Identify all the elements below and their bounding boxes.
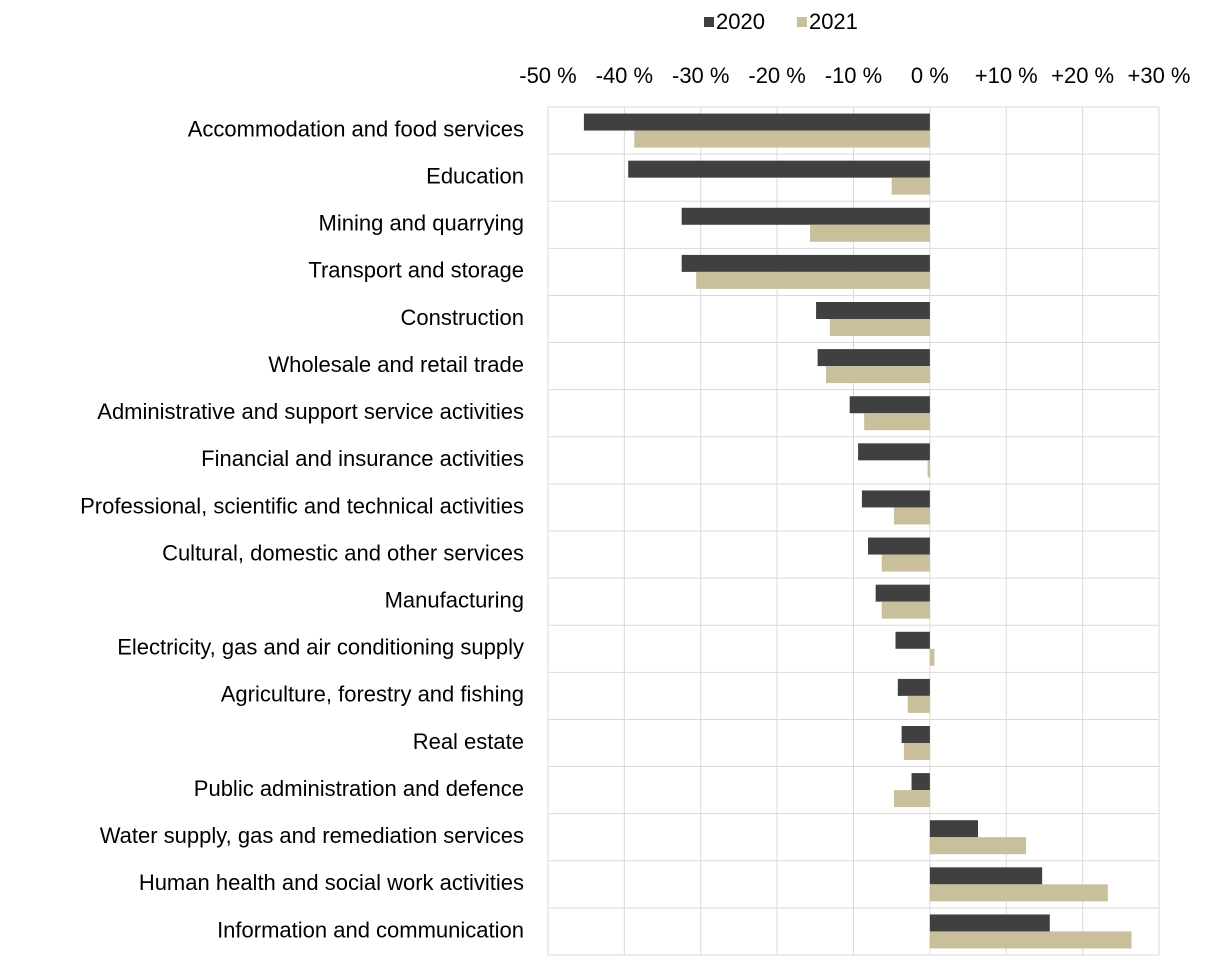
x-tick-label: -40 % <box>596 63 653 88</box>
bar <box>868 537 930 555</box>
bar <box>696 271 930 289</box>
bar <box>881 554 930 572</box>
x-tick-label: +30 % <box>1128 63 1191 88</box>
bar <box>861 490 930 508</box>
bar <box>826 366 930 384</box>
x-tick-label: -20 % <box>748 63 805 88</box>
bar <box>893 507 930 525</box>
y-tick-label: Education <box>426 163 524 188</box>
legend-label: 2020 <box>716 9 765 34</box>
y-tick-label: Information and communication <box>217 917 524 942</box>
bar <box>583 113 930 131</box>
bar <box>849 396 930 414</box>
y-tick-label: Mining and quarrying <box>319 211 524 236</box>
legend-swatch <box>796 17 807 27</box>
x-tick-label: -30 % <box>672 63 729 88</box>
bar <box>901 726 930 743</box>
bar <box>809 224 930 242</box>
x-tick-label: +10 % <box>975 63 1038 88</box>
bar <box>875 584 930 602</box>
y-tick-label: Cultural, domestic and other services <box>162 540 524 565</box>
bar <box>927 460 930 478</box>
bar <box>628 160 930 178</box>
bar <box>929 884 1108 902</box>
x-tick-label: -10 % <box>825 63 882 88</box>
y-tick-label: Professional, scientific and technical a… <box>80 493 524 518</box>
y-tick-label: Water supply, gas and remediation servic… <box>100 823 524 848</box>
y-tick-label: Public administration and defence <box>194 776 524 801</box>
bar <box>829 319 930 336</box>
bar <box>634 130 930 148</box>
bar <box>816 302 930 319</box>
y-tick-label: Administrative and support service activ… <box>97 399 524 424</box>
x-tick-label: -50 % <box>519 63 576 88</box>
y-tick-label: Human health and social work activities <box>139 870 524 895</box>
y-tick-label: Agriculture, forestry and fishing <box>221 682 524 707</box>
y-tick-label: Real estate <box>413 729 524 754</box>
y-tick-label: Construction <box>400 305 524 330</box>
bar <box>897 678 930 696</box>
y-tick-label: Accommodation and food services <box>188 116 524 141</box>
bar <box>817 349 930 367</box>
bar <box>858 443 930 461</box>
bar <box>893 790 930 808</box>
bar <box>911 773 930 791</box>
bar <box>929 648 935 666</box>
bar <box>681 207 930 225</box>
y-tick-label: Transport and storage <box>308 258 524 283</box>
bar <box>929 914 1050 932</box>
bar <box>929 820 978 838</box>
bar <box>891 177 930 195</box>
x-tick-label: +20 % <box>1051 63 1114 88</box>
bar <box>929 837 1027 855</box>
y-tick-label: Financial and insurance activities <box>201 446 524 471</box>
bar <box>929 931 1132 949</box>
bar <box>895 631 930 649</box>
y-tick-label: Electricity, gas and air conditioning su… <box>117 635 524 660</box>
x-tick-label: 0 % <box>911 63 949 88</box>
bar <box>881 601 930 619</box>
bar <box>929 867 1043 885</box>
bar <box>864 413 930 431</box>
y-tick-label: Wholesale and retail trade <box>268 352 524 377</box>
bar <box>903 743 930 760</box>
bar <box>681 254 930 272</box>
bar <box>907 695 930 713</box>
y-tick-label: Manufacturing <box>385 587 524 612</box>
legend-label: 2021 <box>809 9 858 34</box>
legend-swatch <box>704 17 714 27</box>
